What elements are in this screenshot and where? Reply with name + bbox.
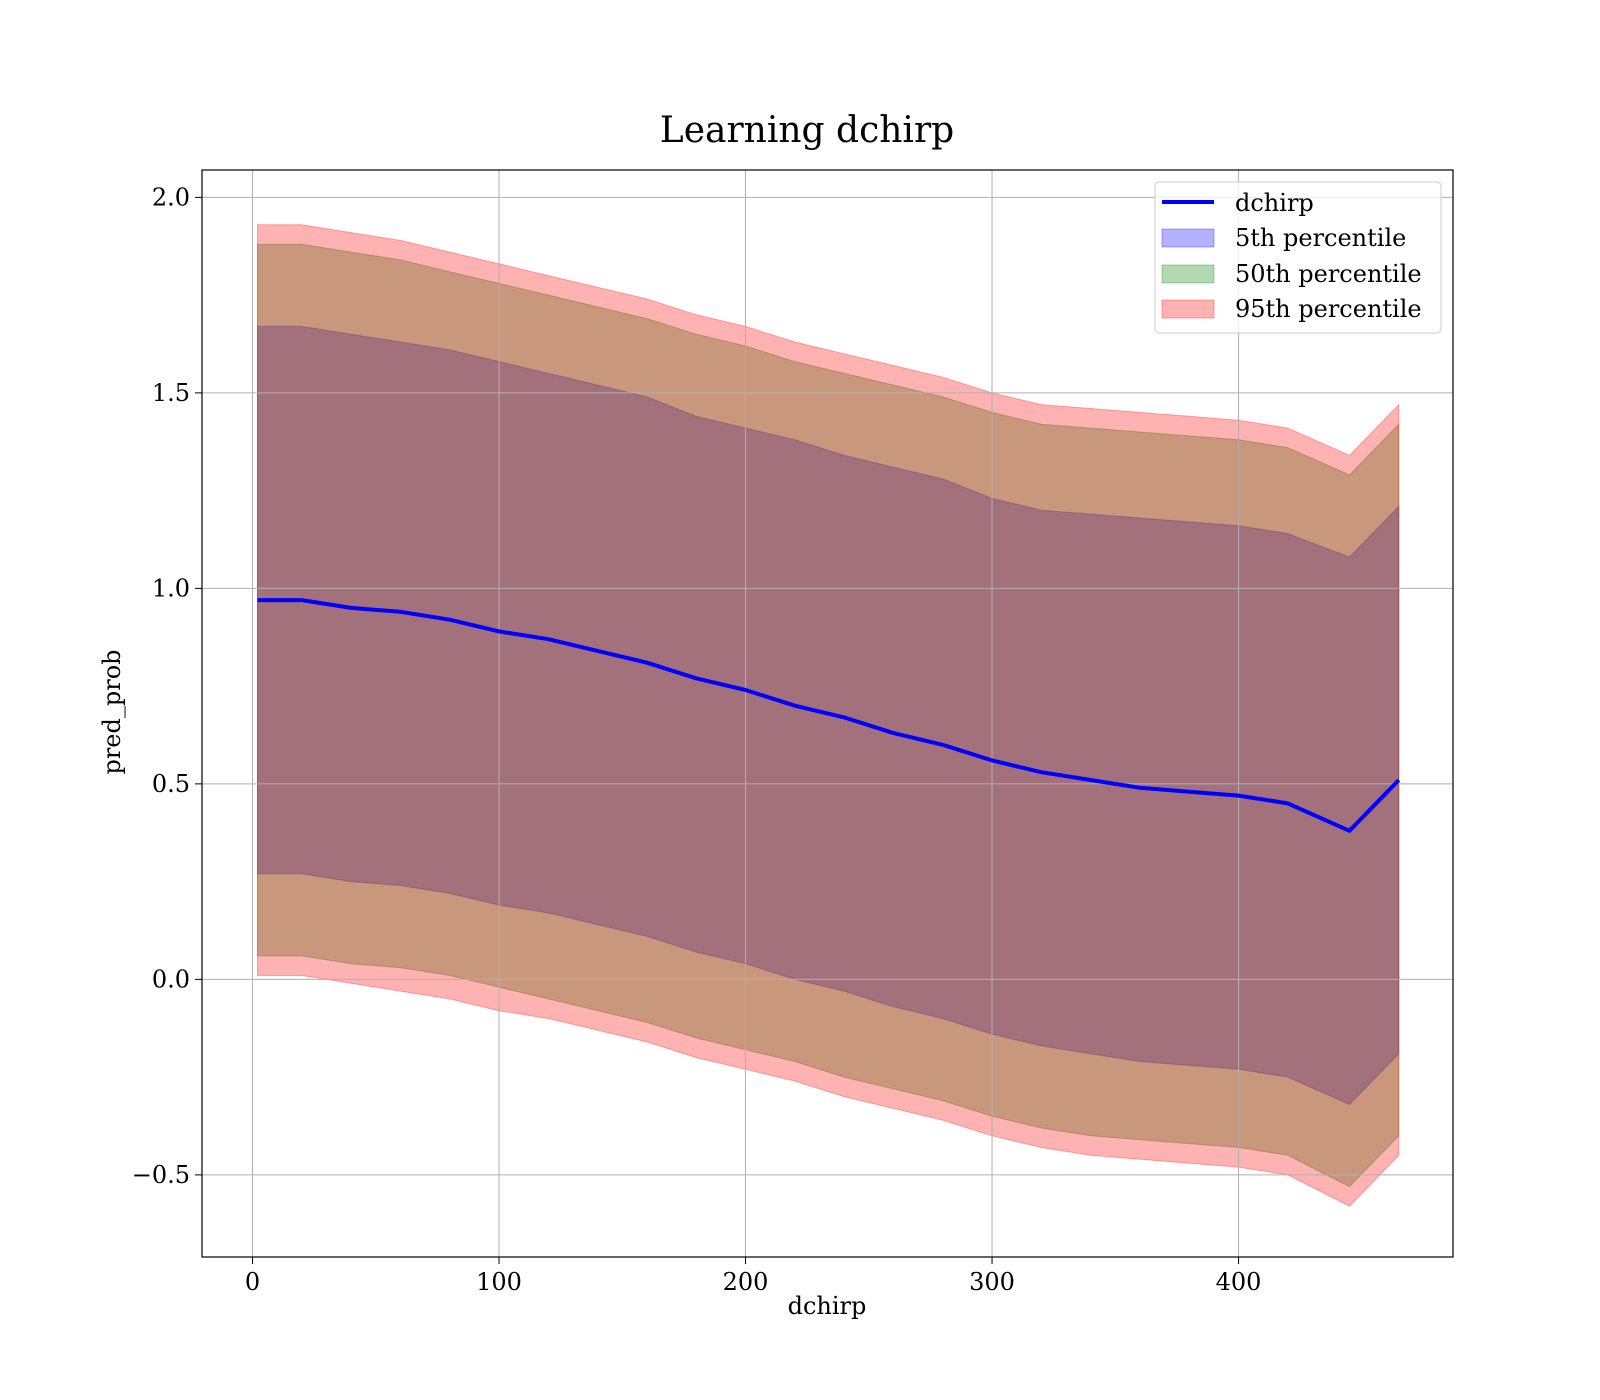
y-tick-label-5: −0.5	[132, 1161, 190, 1189]
legend: dchirp 5th percentile 50th percentile 95…	[1154, 181, 1442, 334]
legend-swatch-50th	[1161, 264, 1215, 284]
legend-box	[1154, 181, 1442, 334]
x-axis-ticks: 0 100 200 300 400	[245, 1257, 1262, 1296]
plot-area	[201, 169, 1454, 1258]
legend-label-5th: 5th percentile	[1235, 224, 1406, 252]
x-tick-label-4: 400	[1216, 1268, 1262, 1296]
y-tick-label-0: 2.0	[152, 183, 190, 211]
y-axis-ticks: 2.0 1.5 1.0 0.5 0.0 −0.5	[132, 183, 202, 1189]
series-lines	[257, 598, 1401, 833]
x-axis-label: dchirp	[788, 1292, 867, 1320]
y-axis-label: pred_prob	[98, 649, 126, 774]
x-tick-label-3: 300	[969, 1268, 1015, 1296]
y-tick-label-4: 0.0	[152, 965, 190, 993]
y-tick-label-2: 1.0	[152, 574, 190, 602]
plot-frame	[201, 169, 1454, 1258]
legend-label-dchirp: dchirp	[1235, 189, 1314, 217]
legend-label-50th: 50th percentile	[1235, 260, 1422, 288]
x-tick-label-1: 100	[476, 1268, 522, 1296]
legend-swatch-95th	[1161, 299, 1215, 319]
x-tick-label-2: 200	[723, 1268, 769, 1296]
y-tick-label-3: 0.5	[152, 770, 190, 798]
y-tick-label-1: 1.5	[152, 379, 190, 407]
chart-title: Learning dchirp	[660, 110, 954, 151]
line-dchirp	[257, 598, 1401, 833]
legend-swatch-5th	[1161, 228, 1215, 248]
x-tick-label-0: 0	[245, 1268, 260, 1296]
legend-label-95th: 95th percentile	[1235, 295, 1422, 323]
